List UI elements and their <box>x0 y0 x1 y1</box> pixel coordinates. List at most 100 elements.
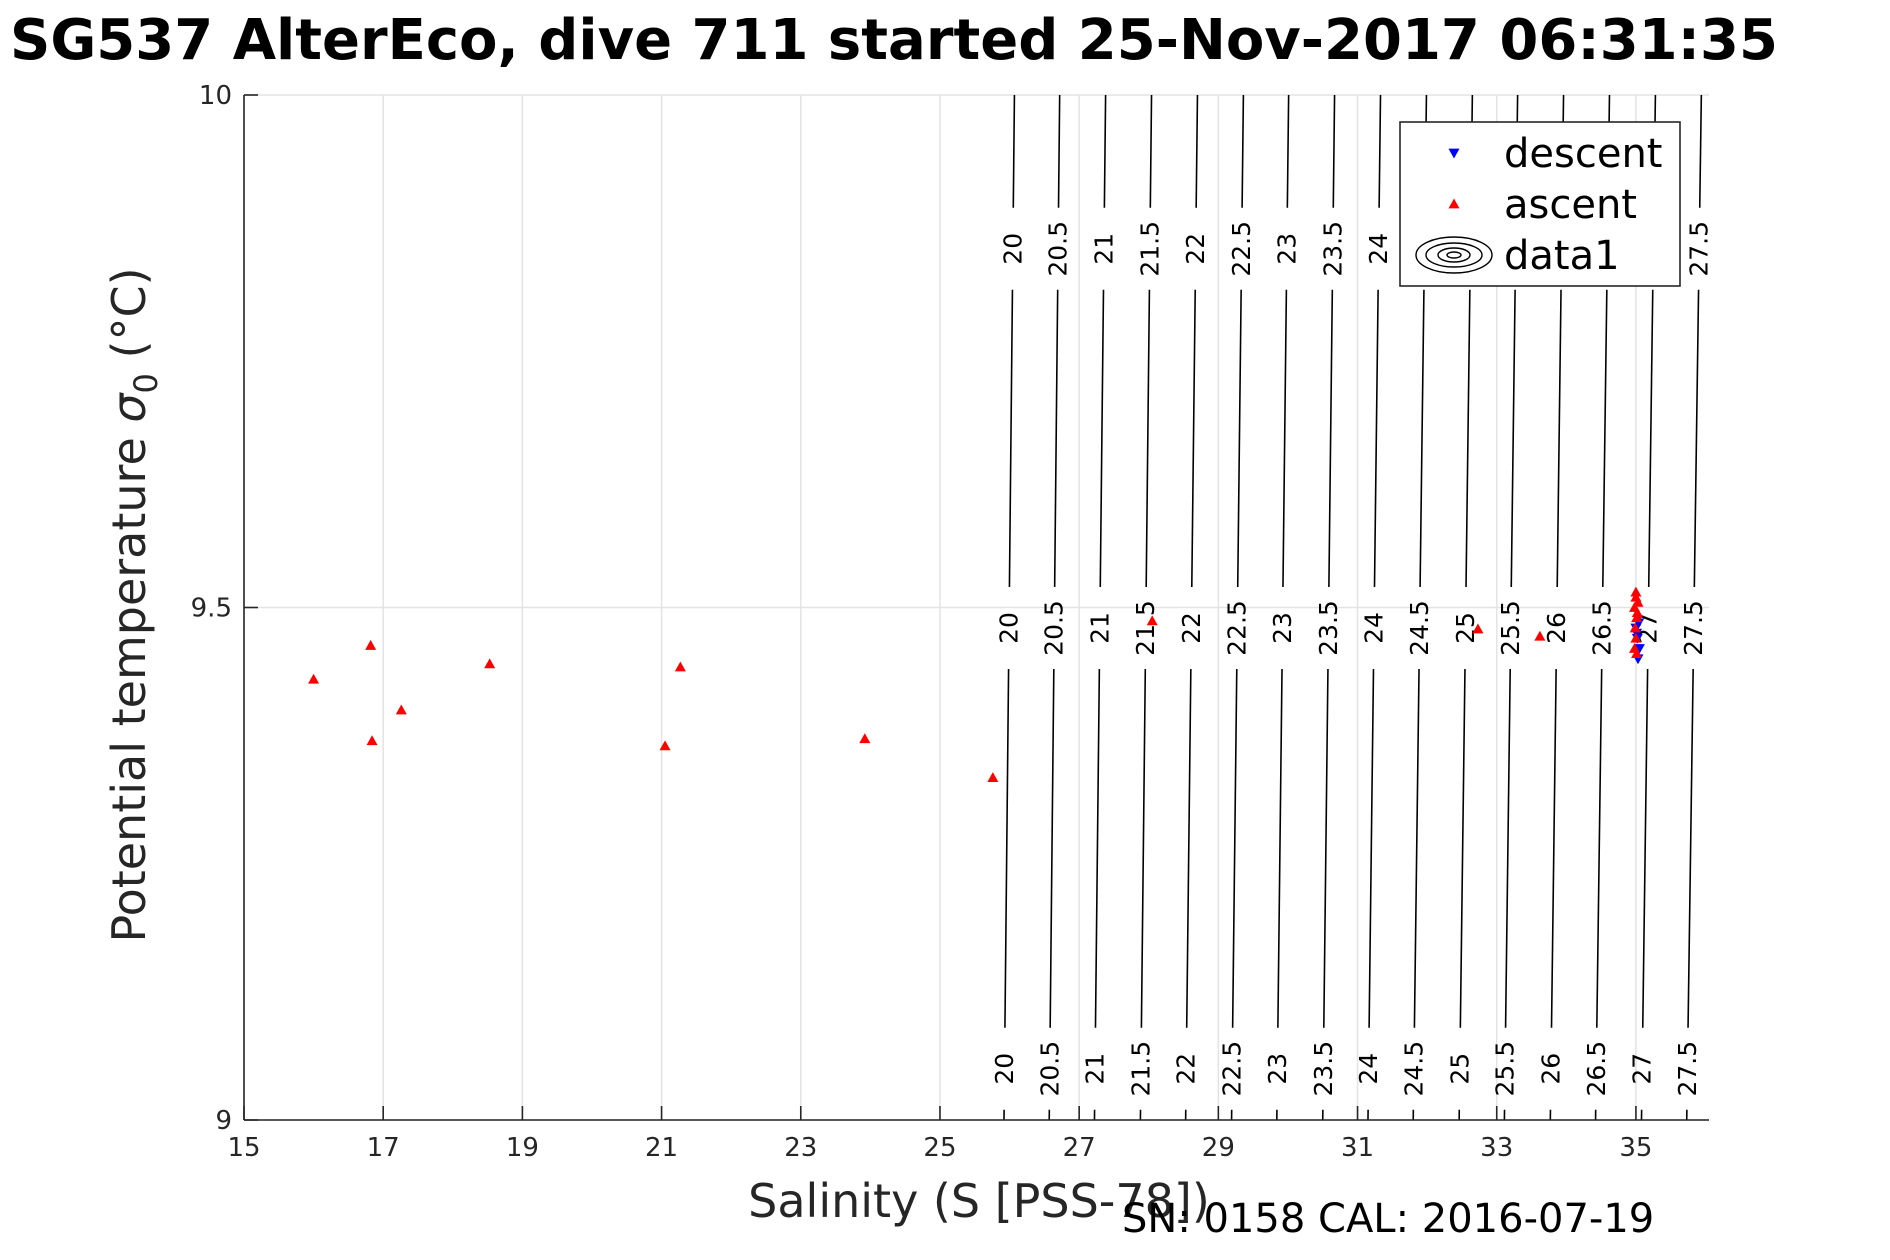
ascent-point <box>1631 612 1643 623</box>
ascent-point <box>1631 607 1643 618</box>
contour-label: 25 <box>1445 1053 1474 1085</box>
contour-label: 25.5 <box>1491 1041 1520 1097</box>
contour-label: 27.5 <box>1679 600 1708 656</box>
contour-label: 21 <box>1089 233 1118 265</box>
contour-label: 20 <box>990 1053 1019 1085</box>
x-tick-label: 25 <box>923 1133 956 1163</box>
ascent-point <box>1630 586 1642 597</box>
axes: 15 17 19 21 23 25 27 29 31 33 35 9 9.5 10 <box>191 81 1709 1163</box>
y-tick-label: 9 <box>215 1106 232 1136</box>
contour-line-23 <box>1286 94 1290 208</box>
contour-line-22 <box>1185 668 1192 1028</box>
contour-label: 20 <box>995 612 1024 644</box>
contour-line-22.5 <box>1231 668 1238 1028</box>
legend-entry-descent: descent <box>1504 131 1662 177</box>
legend-descent-marker <box>1448 148 1460 159</box>
contour-line-26 <box>1556 289 1562 588</box>
contour-line-24 <box>1368 668 1375 1028</box>
contour-label: 21.5 <box>1127 1041 1156 1097</box>
contour-line-27.5 <box>1693 289 1700 588</box>
contour-label: 23.5 <box>1309 1041 1338 1097</box>
contour-line-23.5 <box>1328 289 1334 588</box>
contour-label: 20.5 <box>1044 221 1073 277</box>
contour-label: 22.5 <box>1218 1041 1247 1097</box>
contour-line-26 <box>1550 668 1557 1028</box>
legend-box <box>1399 121 1681 287</box>
contour-label: 21.5 <box>1135 221 1164 277</box>
contour-label: 26 <box>1542 612 1571 644</box>
ascent-point <box>308 673 320 684</box>
contour-line-20 <box>1012 94 1016 208</box>
contour-line-27 <box>1647 289 1654 588</box>
x-tick-label: 17 <box>367 1133 400 1163</box>
contour-label: 20.5 <box>1035 1041 1064 1097</box>
y-axis-label-sigma: σ <box>102 392 156 423</box>
contour-line-21 <box>1099 289 1105 588</box>
legend-contour-icon <box>1446 251 1462 259</box>
contour-line-23 <box>1282 289 1288 588</box>
y-axis-label-subscript: 0 <box>127 373 165 393</box>
legend-ascent-marker <box>1448 198 1460 209</box>
contour-line-25.5 <box>1504 668 1512 1028</box>
legend-entry-ascent: ascent <box>1504 182 1637 228</box>
legend: descent ascent data1 <box>1399 121 1681 287</box>
y-axis-label-unit: (°C) <box>102 267 156 373</box>
contour-label: 26.5 <box>1588 600 1617 656</box>
contour-line-26.5 <box>1596 668 1603 1028</box>
contour-line-22 <box>1190 289 1197 588</box>
contour-line-22.5 <box>1241 94 1245 208</box>
x-tick-label: 23 <box>784 1133 817 1163</box>
x-axis-label: Salinity (S [PSS-78]) <box>748 1174 1210 1228</box>
contour-label: 22 <box>1181 233 1210 265</box>
contour-label: 24 <box>1354 1053 1383 1085</box>
contour-line-23.5 <box>1332 94 1336 208</box>
contour-label: 24.5 <box>1399 1041 1428 1097</box>
y-tick-label: 9.5 <box>191 594 232 624</box>
contour-label: 23 <box>1272 233 1301 265</box>
legend-contour-icon <box>1437 247 1471 263</box>
contour-line-27 <box>1641 668 1649 1028</box>
x-tick-label: 27 <box>1063 1133 1096 1163</box>
contour-line-25.5 <box>1510 289 1516 588</box>
contour-label: 20.5 <box>1040 600 1069 656</box>
contour-label: 24.5 <box>1405 600 1434 656</box>
contour-label: 22.5 <box>1227 221 1256 277</box>
contour-line-25 <box>1459 668 1466 1028</box>
contour-line-21 <box>1094 668 1101 1028</box>
contour-line-24 <box>1373 289 1379 588</box>
ascent-point <box>1630 632 1642 643</box>
ascent-point <box>365 639 377 650</box>
x-tick-label: 29 <box>1202 1133 1235 1163</box>
contour-label: 23.5 <box>1314 600 1343 656</box>
contour-line-21.5 <box>1149 94 1153 208</box>
contour-label: 27.5 <box>1673 1041 1702 1097</box>
contour-label: 24 <box>1360 612 1389 644</box>
contour-line-20.5 <box>1049 668 1055 1028</box>
contour-label: 25 <box>1451 612 1480 644</box>
ascent-point <box>395 704 407 715</box>
ascent-point <box>1632 596 1644 607</box>
legend-entry-data1: data1 <box>1504 233 1620 279</box>
contour-label: 26 <box>1537 1053 1566 1085</box>
contour-label: 26.5 <box>1582 1041 1611 1097</box>
contour-line-21.5 <box>1145 289 1151 588</box>
contour-line-20 <box>1008 289 1014 588</box>
contour-line-27.5 <box>1698 94 1703 208</box>
x-tick-label: 15 <box>227 1133 260 1163</box>
contour-line-24.5 <box>1419 289 1425 588</box>
contour-label: 27 <box>1628 1053 1657 1085</box>
contour-line-20 <box>1004 668 1010 1028</box>
data-points <box>308 586 1645 783</box>
contour-line-20.5 <box>1053 289 1059 588</box>
contour-label: 25.5 <box>1496 600 1525 656</box>
contour-line-23.5 <box>1323 668 1329 1028</box>
contour-label: 21 <box>1085 612 1114 644</box>
ascent-point <box>1631 648 1643 659</box>
contour-line-24 <box>1378 94 1382 208</box>
contour-line-24.5 <box>1413 668 1420 1028</box>
contour-line-22 <box>1195 94 1199 208</box>
contour-label: 21 <box>1081 1053 1110 1085</box>
chart-title: SG537 AlterEco, dive 711 started 25-Nov-… <box>10 8 1778 73</box>
ascent-point <box>484 658 496 669</box>
legend-contour-icon <box>1415 236 1493 274</box>
